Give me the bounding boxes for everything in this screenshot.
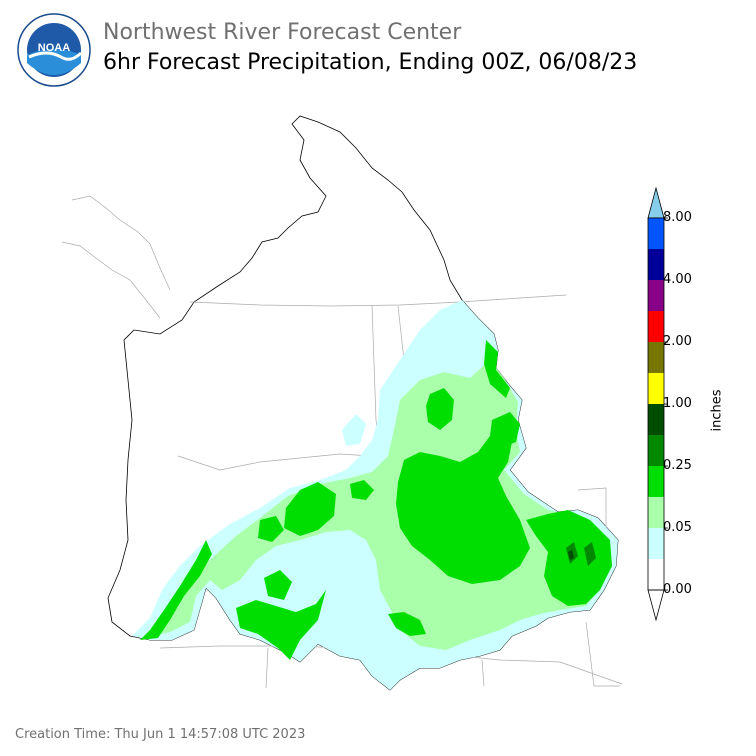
colorbar-band-0-05: [648, 528, 664, 559]
colorbar-band-1: [648, 404, 664, 435]
precip-band-0-25: [140, 340, 612, 660]
colorbar-band-1-5: [648, 373, 664, 404]
precip-band-0-05-west: [342, 414, 366, 446]
colorbar-band-0-5: [648, 435, 664, 466]
noaa-logo: NOAA: [17, 13, 91, 87]
forecast-center-name: Northwest River Forecast Center: [103, 20, 462, 45]
colorbar-unit-label: inches: [709, 389, 725, 432]
colorbar-tick-label: 1.00: [663, 396, 692, 411]
colorbar-band-2: [648, 342, 664, 373]
colorbar-tick-label: 2.00: [663, 334, 692, 349]
colorbar-tick-label: 8.00: [663, 210, 692, 225]
colorbar-bottom-arrow: [647, 589, 665, 622]
logo-text: NOAA: [38, 42, 70, 54]
colorbar-tick-label: 0.25: [663, 458, 692, 473]
colorbar-tick-label: 0.05: [663, 520, 692, 535]
colorbar-tick-label: 0.00: [663, 582, 692, 597]
colorbar-band-0-1: [648, 497, 664, 528]
colorbar-band-4: [648, 280, 664, 311]
colorbar-band-8: [648, 218, 664, 249]
colorbar-band-6: [648, 249, 664, 280]
colorbar-top-arrow: [647, 186, 665, 219]
creation-time: Creation Time: Thu Jun 1 14:57:08 UTC 20…: [15, 727, 306, 742]
colorbar-band-3: [648, 311, 664, 342]
map-title: 6hr Forecast Precipitation, Ending 00Z, …: [103, 50, 638, 75]
colorbar-tick-label: 4.00: [663, 272, 692, 287]
precip-band-1: [568, 550, 574, 560]
colorbar-band-0-25: [648, 466, 664, 497]
colorbar-band-0-01: [648, 559, 664, 590]
